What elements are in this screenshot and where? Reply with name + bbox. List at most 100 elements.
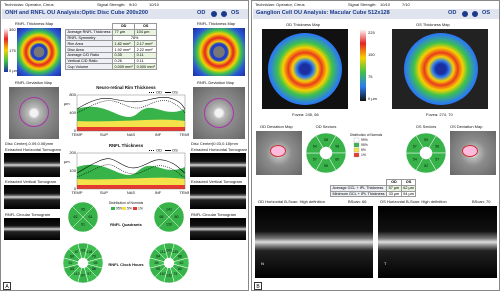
sector-value: 55 xyxy=(94,261,98,265)
x-tick-label: INF xyxy=(155,132,162,137)
sector xyxy=(68,266,83,283)
table-row: Cup Volume 0.009 mm³ 0.000 mm³ xyxy=(65,63,158,71)
sector-value: 87 xyxy=(75,250,79,254)
sector-value: 52 xyxy=(424,164,428,168)
normal-swatch xyxy=(353,147,360,153)
sector-value: 58 xyxy=(324,138,328,142)
od-thickness-title: RNFL Thickness Map xyxy=(15,21,54,26)
os-label: OS xyxy=(231,10,240,16)
sector xyxy=(148,257,165,269)
x-tick-label: INF xyxy=(155,190,162,195)
od-thickness-map xyxy=(268,33,342,105)
od-thickness-frame xyxy=(262,29,348,109)
sector xyxy=(83,243,98,260)
sector xyxy=(68,243,83,260)
table-header: OD OS xyxy=(66,23,158,30)
sector-value: 52 xyxy=(69,261,73,265)
os-dot xyxy=(472,11,478,17)
os-deviation-map xyxy=(450,131,496,175)
os-profile xyxy=(76,158,186,174)
scale-label: 225 xyxy=(368,30,375,35)
signal-od: 10/10 xyxy=(380,2,391,7)
od-bscan-num: BScan: 66 xyxy=(348,199,367,204)
sector-value: 57 xyxy=(413,144,417,148)
od-bscan-title: OD Horizontal B-Scan: High definition xyxy=(258,199,325,204)
normal-swatch xyxy=(353,137,360,143)
normal-level: 1% xyxy=(138,206,143,210)
scale-bar xyxy=(360,29,366,101)
scale-label: 150 xyxy=(368,52,375,57)
value-cell: 0.009 mm³ xyxy=(111,63,136,71)
os-thickness-frame xyxy=(392,29,488,109)
sector xyxy=(428,135,447,154)
ellipse xyxy=(462,145,478,157)
x-tick-label: NAS xyxy=(127,132,136,137)
sector xyxy=(149,248,166,263)
sector-value: 62 xyxy=(180,261,184,265)
od-disc-center: Disc Center(-0.09,0.06)mm xyxy=(5,141,54,146)
sector-value: 57 xyxy=(313,157,317,161)
os-label: OS xyxy=(482,10,491,16)
scale-label: 175 xyxy=(9,48,16,53)
sector-value: 97 xyxy=(81,273,85,277)
sector-value: 58 xyxy=(335,144,339,148)
sector-value: 65 xyxy=(70,267,74,271)
od-thickness-title: OD Thickness Map xyxy=(286,22,320,27)
os-thickness-map xyxy=(404,33,478,105)
chart-title: Neuro-retinal Rim Thickness xyxy=(96,85,156,90)
sector xyxy=(163,267,175,284)
sector xyxy=(428,152,447,171)
scale-label: 0 µm xyxy=(9,68,18,73)
legend-label: OD xyxy=(156,148,162,153)
rnfl-chart: RNFL Thickness OD OS 200 100 0 µm TEMP SUP NAS INF… xyxy=(64,143,189,195)
x-tick-label: TEMP xyxy=(179,132,189,137)
temporal: T xyxy=(384,261,387,266)
scale-bar xyxy=(4,28,8,72)
od-sectors-title: OD Sectors xyxy=(316,124,337,129)
ellipse xyxy=(270,145,286,157)
sector-value: 135 xyxy=(172,250,178,254)
sector xyxy=(328,135,347,154)
sector-value: 91 xyxy=(81,222,85,226)
sector-value: 60 xyxy=(70,255,74,259)
normal-level: 5% xyxy=(361,148,366,152)
od-profile xyxy=(76,100,186,114)
sector xyxy=(67,206,84,228)
sector xyxy=(63,263,80,278)
os-disc-center: Disc Center(0.03,0.18)mm xyxy=(191,141,238,146)
x-tick-label: SUP xyxy=(100,132,109,137)
signal-os: 7/10 xyxy=(402,2,410,7)
signal-label: Signal Strength: xyxy=(97,2,126,7)
sector-value: 90 xyxy=(156,267,160,271)
y-unit: µm xyxy=(64,159,70,164)
od-vertical-title: Extracted Vertical Tomogram xyxy=(5,179,57,184)
panel-label: B xyxy=(254,282,262,290)
sector xyxy=(63,248,80,263)
y-tick-label: 100 xyxy=(69,168,76,173)
x-tick-label: SUP xyxy=(100,190,109,195)
od-horizontal-title: Extracted Horizontal Tomogram xyxy=(5,147,61,152)
od-vertical-tomogram xyxy=(4,185,60,209)
sector xyxy=(169,266,184,283)
header-cell: OS xyxy=(134,23,158,30)
sector-value: 95 xyxy=(81,207,85,211)
y-tick-label: 200 xyxy=(69,150,76,155)
panel-label: A xyxy=(3,282,11,290)
scale-label: 75 xyxy=(368,74,373,79)
sector-value: 132 xyxy=(166,273,172,277)
sector-value: 62 xyxy=(74,215,78,219)
table-row: Average RNFL Thickness 77 µm 104 µm xyxy=(65,28,158,36)
normal-swatch xyxy=(353,152,360,158)
sector-value: 118 xyxy=(86,250,92,254)
sector xyxy=(154,243,169,260)
normal-level: 95% xyxy=(116,206,123,210)
y-tick-label: 800 xyxy=(69,92,76,97)
os-thickness-map xyxy=(193,28,245,76)
sector xyxy=(172,263,189,278)
od-deviation-map xyxy=(9,87,59,139)
os-deviation-map xyxy=(193,87,245,139)
clock-hours-title: RNFL Clock Hours xyxy=(108,262,144,267)
value-cell: 33 µm xyxy=(386,190,402,198)
title: ONH and RNFL OU Analysis:Optic Disc Cube… xyxy=(5,10,148,16)
